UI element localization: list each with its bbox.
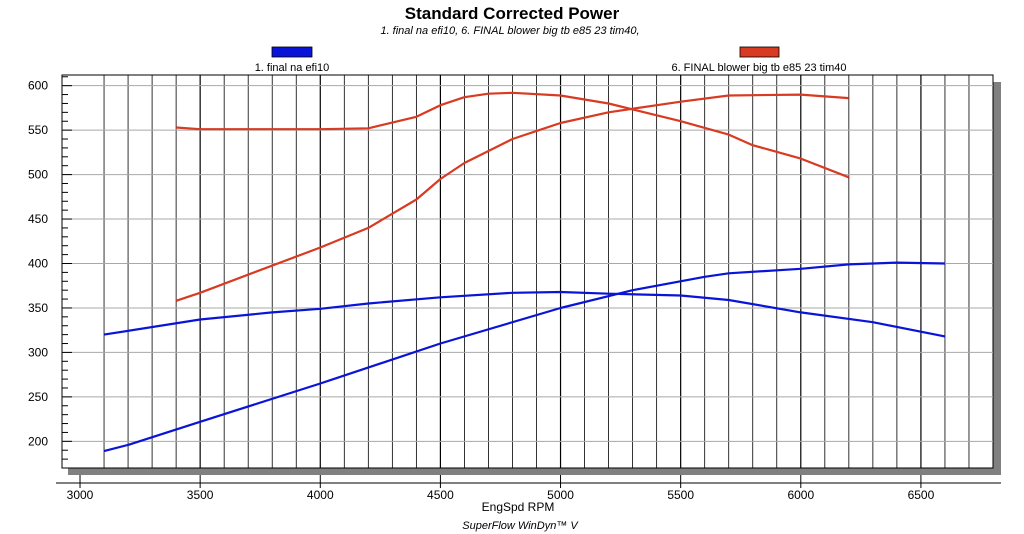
y-tick-label: 250 [28,390,48,404]
series-line-4 [175,93,849,302]
legend-swatch-1 [271,46,313,58]
y-tick-label: 350 [28,301,48,315]
legend-swatch-2 [739,46,780,58]
legend: 1. final na efi10 6. FINAL blower big tb… [255,46,847,74]
footer-text: SuperFlow WinDyn™ V [462,520,579,532]
y-tick-label: 550 [28,123,48,137]
y-tick-label: 200 [28,434,48,448]
series-line-2 [103,261,945,453]
y-tick-label: 450 [28,212,48,226]
y-tick-label: 500 [28,168,48,182]
x-tick-label: 6000 [787,488,814,502]
y-axis: 200 250 300 350 400 450 500 550 600 [28,76,72,460]
chart-title: Standard Corrected Power [405,4,620,23]
grid [62,75,993,468]
series-lines [103,91,946,453]
x-tick-label: 5500 [667,488,694,502]
series-line-3 [176,91,850,179]
x-tick-label: 4000 [307,488,334,502]
legend-label-2: 6. FINAL blower big tb e85 23 tim40 [671,62,846,74]
x-tick-label: 6500 [908,488,935,502]
x-tick-label: 3500 [187,488,214,502]
y-tick-label: 600 [28,79,48,93]
plot-area [61,74,994,469]
y-tick-label: 400 [28,256,48,270]
legend-label-1: 1. final na efi10 [255,62,330,74]
x-tick-label: 4500 [427,488,454,502]
x-axis-label: EngSpd RPM [482,500,555,514]
y-tick-label: 300 [28,345,48,359]
chart-subtitle: 1. final na efi10, 6. FINAL blower big t… [380,25,639,37]
x-axis: 3000 3500 4000 4500 5000 5500 6000 6500 [56,475,1001,502]
series-line-1 [103,290,946,338]
x-tick-label: 5000 [547,488,574,502]
x-tick-label: 3000 [67,488,94,502]
